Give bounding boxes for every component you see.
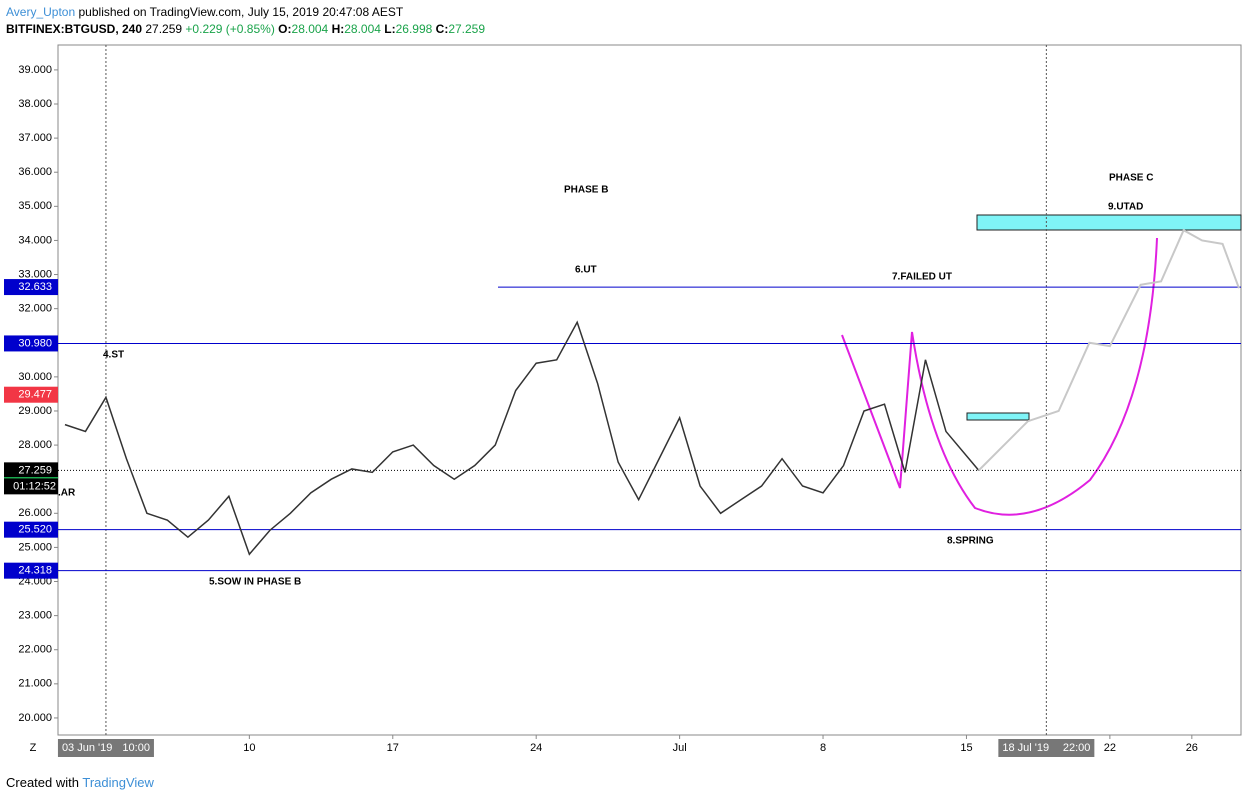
- symbol: BITFINEX:BTGUSD, 240: [6, 22, 143, 36]
- c-value: 27.259: [448, 22, 486, 36]
- marker-time: 10:00: [122, 742, 150, 754]
- y-tick-label: 28.000: [18, 439, 52, 451]
- annotation: PHASE C: [1109, 173, 1153, 184]
- y-tick-label: 34.000: [18, 234, 52, 246]
- price-tag: [4, 386, 58, 403]
- marker-date: 18 Jul '19: [1002, 742, 1049, 754]
- y-tick-label: 32.000: [18, 303, 52, 315]
- y-tick-label: 36.000: [18, 166, 52, 178]
- y-tick-label: 39.000: [18, 64, 52, 76]
- price-line-series: [978, 228, 1240, 472]
- y-tick-label: 25.000: [18, 541, 52, 553]
- author[interactable]: Avery_Upton: [6, 5, 76, 19]
- plot-frame: [57, 44, 1242, 736]
- drawing-curve: [841, 237, 1158, 516]
- y-tick-label: 33.000: [18, 268, 52, 280]
- level-tag: [4, 562, 58, 579]
- countdown-tag: [4, 478, 58, 495]
- x-tick-label: 15: [960, 742, 972, 754]
- y-tick-label: 23.000: [18, 610, 52, 622]
- brand[interactable]: TradingView: [82, 775, 154, 790]
- small-box: [966, 412, 1030, 421]
- y-tick-label: 20.000: [18, 712, 52, 724]
- header-line: Avery_Upton published on TradingView.com…: [6, 5, 403, 19]
- annotation: .AR: [58, 488, 76, 499]
- annotation: 9.UTAD: [1108, 202, 1143, 213]
- x-tick-label: 10: [243, 742, 255, 754]
- level-tag: [4, 335, 58, 352]
- symbol-line: BITFINEX:BTGUSD, 240 27.259 +0.229 (+0.8…: [6, 22, 485, 36]
- h-label: H:: [331, 22, 345, 36]
- marker-box: [57, 739, 154, 757]
- price-line-series: [64, 320, 980, 556]
- footer: Created with TradingView: [6, 775, 154, 790]
- marker-time: 22:00: [1063, 742, 1091, 754]
- y-tick-label: 37.000: [18, 132, 52, 144]
- level-tag: [4, 279, 58, 296]
- price-label: 29.477: [18, 389, 52, 401]
- created: Created with: [6, 775, 79, 790]
- y-tick-label: 35.000: [18, 200, 52, 212]
- level-label: 32.633: [18, 281, 52, 293]
- l-label: L:: [384, 22, 396, 36]
- h-value: 28.004: [344, 22, 381, 36]
- y-tick-label: 22.000: [18, 644, 52, 656]
- level-label: 30.980: [18, 337, 52, 349]
- level-label: 25.520: [18, 524, 52, 536]
- change: +0.229 (+0.85%): [185, 22, 275, 36]
- c-label: C:: [435, 22, 449, 36]
- level-tag: [4, 521, 58, 538]
- x-tick-label: 26: [1186, 742, 1198, 754]
- y-tick-label: 30.000: [18, 371, 52, 383]
- price-label: 27.259: [18, 464, 52, 476]
- l-value: 26.998: [395, 22, 433, 36]
- annotation: 4.ST: [103, 350, 124, 361]
- y-tick-label: 21.000: [18, 678, 52, 690]
- axis-button[interactable]: Z: [30, 742, 37, 754]
- annotation: 8.SPRING: [947, 536, 994, 547]
- annotation: PHASE B: [564, 185, 608, 196]
- x-tick-label: 22: [1104, 742, 1116, 754]
- level-label: 24.318: [18, 565, 52, 577]
- y-tick-label: 26.000: [18, 507, 52, 519]
- annotation: 5.SOW IN PHASE B: [209, 577, 301, 588]
- x-tick-label: Jul: [673, 742, 687, 754]
- o-label: O:: [278, 22, 292, 36]
- price-tag: [4, 462, 58, 479]
- y-tick-label: 29.000: [18, 405, 52, 417]
- annotation: 6.UT: [575, 265, 597, 276]
- x-tick-label: 8: [820, 742, 826, 754]
- published: published on TradingView.com, July 15, 2…: [78, 5, 404, 19]
- marker-box: [998, 739, 1095, 757]
- last: 27.259: [145, 22, 183, 36]
- marker-date: 03 Jun '19: [62, 742, 112, 754]
- annotation: 7.FAILED UT: [892, 272, 952, 283]
- x-tick-label: 17: [387, 742, 399, 754]
- o-value: 28.004: [291, 22, 329, 36]
- countdown: 01:12:52: [13, 480, 56, 492]
- utad-box: [976, 214, 1242, 231]
- x-tick-label: 24: [530, 742, 542, 754]
- y-tick-label: 38.000: [18, 98, 52, 110]
